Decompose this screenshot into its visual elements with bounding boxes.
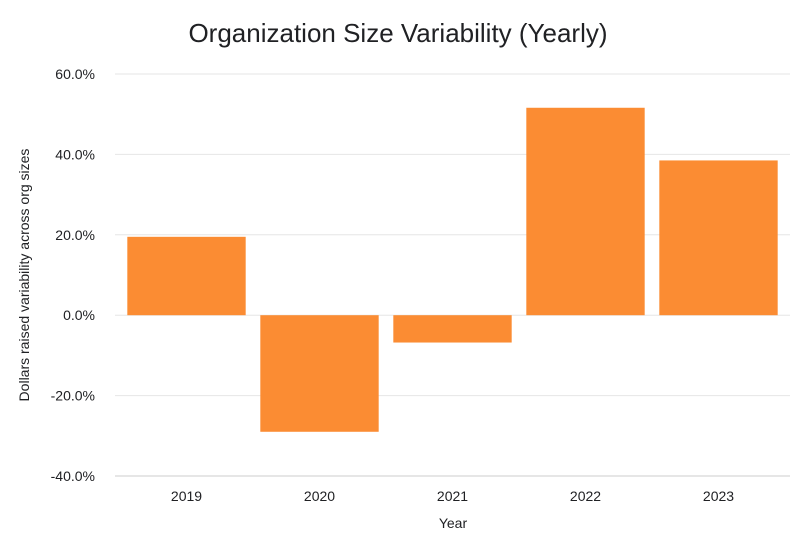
y-tick-label: 20.0%	[55, 227, 95, 243]
bars	[127, 107, 778, 432]
chart-title: Organization Size Variability (Yearly)	[188, 18, 607, 48]
x-tick-label: 2023	[703, 488, 734, 504]
bar-2021[interactable]	[393, 315, 512, 343]
bar-2023[interactable]	[659, 160, 778, 316]
y-axis-title: Dollars raised variability across org si…	[16, 149, 32, 402]
bar-2020[interactable]	[260, 315, 379, 432]
x-tick-label: 2020	[304, 488, 335, 504]
x-tick-label: 2022	[570, 488, 601, 504]
y-tick-label: -40.0%	[51, 468, 95, 484]
x-tick-label: 2021	[437, 488, 468, 504]
y-tick-label: 0.0%	[63, 307, 95, 323]
y-tick-label: 60.0%	[55, 66, 95, 82]
x-axis-ticks: 2019 2020 2021 2022 2023	[171, 488, 734, 504]
bar-2019[interactable]	[127, 236, 246, 316]
x-tick-label: 2019	[171, 488, 202, 504]
y-tick-label: 40.0%	[55, 146, 95, 162]
x-axis-title: Year	[439, 515, 468, 531]
bar-2022[interactable]	[526, 107, 645, 316]
y-axis-ticks: 60.0% 40.0% 20.0% 0.0% -20.0% -40.0%	[51, 66, 95, 484]
y-tick-label: -20.0%	[51, 388, 95, 404]
